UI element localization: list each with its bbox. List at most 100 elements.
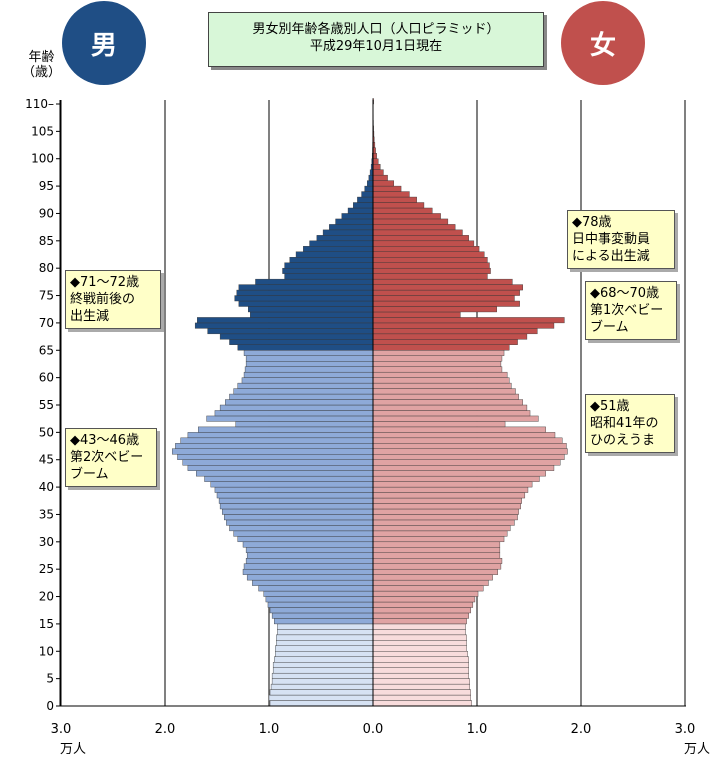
male-bar bbox=[272, 667, 374, 674]
female-bar bbox=[372, 311, 461, 318]
female-bar bbox=[372, 618, 467, 625]
y-tick-label: 90 bbox=[39, 206, 54, 220]
male-bar bbox=[206, 415, 374, 422]
female-bar bbox=[372, 202, 425, 209]
male-bar bbox=[275, 651, 374, 657]
female-bar bbox=[372, 694, 471, 701]
male-bar bbox=[187, 432, 374, 439]
female-bar bbox=[372, 404, 528, 411]
male-bar bbox=[242, 568, 374, 575]
female-bar bbox=[372, 700, 473, 707]
female-bar bbox=[372, 273, 488, 280]
male-bar bbox=[269, 689, 374, 696]
annotation-line: 終戦前後の bbox=[70, 292, 136, 307]
female-bar bbox=[372, 590, 479, 597]
female-bar bbox=[372, 328, 538, 335]
male-bar bbox=[221, 508, 374, 515]
male-bar bbox=[224, 514, 374, 521]
y-tick-label: 60 bbox=[39, 371, 54, 385]
annotation-line: 昭和41年の bbox=[590, 416, 659, 431]
female-bar bbox=[372, 251, 485, 258]
female-bar bbox=[372, 503, 521, 510]
female-bar bbox=[372, 361, 502, 367]
male-bar bbox=[175, 443, 374, 449]
y-tick-label: 15 bbox=[39, 617, 54, 631]
male-bar bbox=[246, 574, 374, 581]
male-bar bbox=[238, 284, 374, 291]
female-bar bbox=[372, 267, 491, 274]
male-bar bbox=[182, 459, 374, 466]
male-bar bbox=[277, 623, 374, 630]
female-bar bbox=[372, 196, 417, 203]
male-bar bbox=[263, 590, 374, 597]
annotation-line: ◆71～72歳 bbox=[70, 275, 140, 290]
male-bar bbox=[284, 262, 374, 269]
male-bar bbox=[258, 585, 374, 592]
male-bar bbox=[347, 207, 374, 214]
female-bar bbox=[372, 667, 469, 674]
y-tick-label: 55 bbox=[39, 398, 54, 412]
female-bar bbox=[372, 317, 565, 324]
male-bar bbox=[242, 541, 374, 548]
male-bar bbox=[238, 300, 374, 307]
y-tick-label: 105 bbox=[31, 124, 54, 138]
y-tick-label: 80 bbox=[39, 261, 54, 275]
female-bar bbox=[372, 262, 490, 269]
male-bar bbox=[295, 251, 374, 258]
female-bar bbox=[372, 508, 519, 515]
male-bar bbox=[237, 536, 374, 543]
male-bar bbox=[210, 481, 374, 488]
female-bar bbox=[372, 530, 508, 537]
male-bar bbox=[241, 377, 374, 384]
female-bar bbox=[372, 656, 469, 663]
male-bar bbox=[195, 470, 374, 477]
male-bar bbox=[364, 185, 374, 192]
female-bar bbox=[372, 180, 394, 187]
female-bar bbox=[372, 185, 402, 192]
y-tick-label: 20 bbox=[39, 590, 54, 604]
female-bar bbox=[372, 662, 469, 668]
annotation-line: ◆78歳 bbox=[572, 215, 612, 230]
female-bar bbox=[372, 344, 510, 351]
female-bar bbox=[372, 459, 561, 466]
male-bar bbox=[276, 640, 374, 646]
female-bar bbox=[372, 350, 505, 356]
male-bar bbox=[271, 612, 374, 619]
annotation-line: ◆43～46歳 bbox=[70, 433, 140, 448]
female-bar bbox=[372, 289, 520, 296]
female-bar bbox=[372, 612, 469, 619]
female-bar bbox=[372, 158, 379, 165]
female-bar bbox=[372, 410, 531, 417]
male-bar bbox=[177, 454, 374, 460]
chart-title: 男女別年齢各歳別人口（人口ピラミッド） bbox=[252, 22, 500, 37]
male-bar bbox=[219, 404, 374, 411]
male-bar bbox=[255, 278, 374, 285]
male-bar bbox=[267, 601, 374, 608]
female-bar bbox=[372, 486, 529, 493]
female-bar bbox=[372, 579, 489, 586]
male-bar bbox=[194, 322, 374, 329]
male-bar bbox=[246, 552, 374, 559]
annotation-71-72: ◆71～72歳 終戦前後の 出生減 bbox=[65, 270, 161, 329]
female-bar bbox=[372, 306, 497, 313]
male-bar bbox=[214, 486, 374, 493]
female-bar bbox=[372, 229, 463, 236]
y-tick-label: 5 bbox=[46, 672, 54, 686]
male-bar bbox=[233, 388, 374, 395]
female-bar bbox=[372, 388, 516, 395]
male-bar bbox=[214, 410, 374, 417]
male-bar bbox=[216, 492, 374, 499]
male-bar bbox=[229, 393, 374, 400]
male-bar bbox=[197, 317, 374, 324]
annotation-line: ひのえうま bbox=[590, 433, 656, 448]
x-tick-label: 0.0 bbox=[363, 722, 384, 737]
male-bar bbox=[243, 371, 374, 378]
annotation-line: 第2次ベビー bbox=[70, 450, 144, 465]
annotation-line: 第1次ベビー bbox=[590, 303, 664, 318]
y-tick-label: 50 bbox=[39, 425, 54, 439]
annotation-line: ブーム bbox=[70, 467, 109, 482]
female-bar bbox=[372, 278, 513, 285]
female-bar bbox=[372, 568, 499, 575]
female-bar bbox=[372, 672, 469, 679]
y-axis-label-line2: （歳） bbox=[22, 65, 62, 80]
